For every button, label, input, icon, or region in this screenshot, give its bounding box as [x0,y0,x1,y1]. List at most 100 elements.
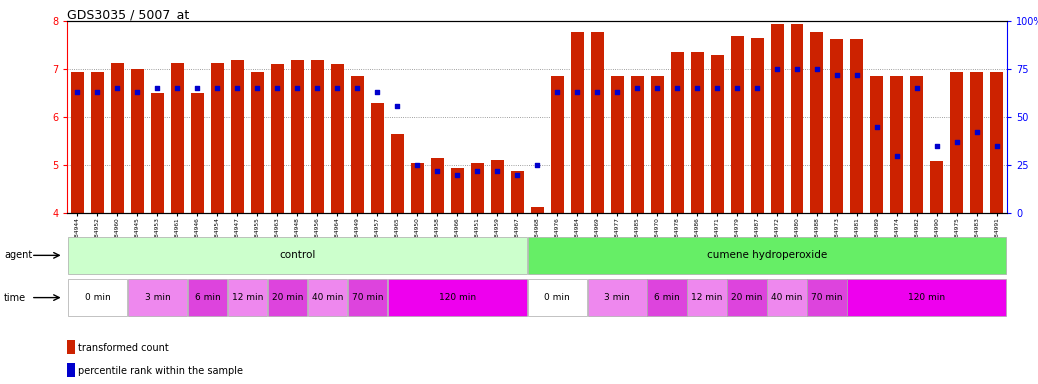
Bar [227,279,267,316]
Point [908,85,925,91]
Point [229,85,246,91]
Point [489,168,506,174]
Text: cumene hydroperoxide: cumene hydroperoxide [707,250,827,260]
Bar [131,69,144,213]
Bar [910,76,924,213]
Point [569,89,585,95]
Point [869,124,885,130]
Bar [610,76,624,213]
Point [929,143,946,149]
Point [109,85,126,91]
Bar [847,279,1007,316]
Text: GDS3035 / 5007_at: GDS3035 / 5007_at [67,8,190,21]
Text: percentile rank within the sample: percentile rank within the sample [78,366,243,376]
Point [849,72,866,78]
Bar [791,23,803,213]
Bar [67,340,75,354]
Bar [951,71,963,213]
Bar [690,52,704,213]
Point [209,85,225,91]
Bar [687,279,727,316]
Bar [211,63,224,213]
Point [349,85,365,91]
Bar [527,237,1007,274]
Bar [268,279,307,316]
Bar [230,60,244,213]
Text: 0 min: 0 min [544,293,570,302]
Bar [750,38,764,213]
Bar [271,65,283,213]
Bar [648,279,687,316]
Text: 6 min: 6 min [194,293,220,302]
Point [389,103,406,109]
Bar [251,71,264,213]
Bar [310,60,324,213]
Bar [550,76,564,213]
Point [889,152,905,159]
Point [589,89,605,95]
Bar [371,103,384,213]
Bar [990,71,1004,213]
Point [709,85,726,91]
Bar [731,36,743,213]
Text: 120 min: 120 min [908,293,946,302]
Bar [530,207,544,213]
Bar [527,279,586,316]
Text: 3 min: 3 min [144,293,170,302]
Bar [71,71,84,213]
Bar [871,76,883,213]
Text: 20 min: 20 min [272,293,303,302]
Point [329,85,346,91]
Bar [67,362,75,376]
Bar [348,279,387,316]
Bar [307,279,347,316]
Bar [811,32,823,213]
Bar [291,60,304,213]
Bar [830,40,844,213]
Point [949,139,965,145]
Point [469,168,486,174]
Point [789,66,805,72]
Point [748,85,765,91]
Bar [631,76,644,213]
Bar [67,279,127,316]
Bar [591,32,604,213]
Bar [191,93,203,213]
Point [729,85,745,91]
Text: time: time [4,293,26,303]
Bar [711,55,723,213]
Bar [491,161,503,213]
Text: 120 min: 120 min [439,293,475,302]
Bar [671,52,684,213]
Point [289,85,305,91]
Bar [588,279,647,316]
Bar [188,279,227,316]
Bar [351,76,363,213]
Text: 12 min: 12 min [691,293,722,302]
Bar [91,71,104,213]
Bar [387,279,526,316]
Point [769,66,786,72]
Point [429,168,445,174]
Point [249,85,266,91]
Text: 70 min: 70 min [352,293,383,302]
Point [269,85,285,91]
Point [169,85,186,91]
Bar [511,171,524,213]
Text: transformed count: transformed count [78,343,168,353]
Bar [111,63,124,213]
Point [149,85,166,91]
Point [309,85,326,91]
Point [968,129,985,136]
Text: 0 min: 0 min [84,293,110,302]
Bar [470,163,484,213]
Point [509,172,525,178]
Bar [651,76,663,213]
Bar [151,93,164,213]
Point [689,85,706,91]
Bar [767,279,807,316]
Bar [431,158,443,213]
Bar [450,167,464,213]
Text: 3 min: 3 min [604,293,630,302]
Bar [971,71,983,213]
